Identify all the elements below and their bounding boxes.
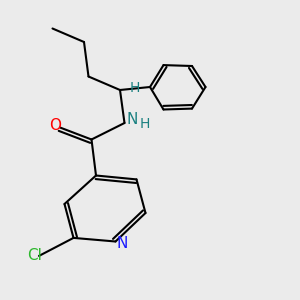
Text: H: H <box>140 118 150 131</box>
Text: Cl: Cl <box>27 248 42 263</box>
Text: H: H <box>129 82 140 95</box>
Text: N: N <box>126 112 138 128</box>
Text: O: O <box>50 118 61 134</box>
Text: N: N <box>116 236 128 250</box>
